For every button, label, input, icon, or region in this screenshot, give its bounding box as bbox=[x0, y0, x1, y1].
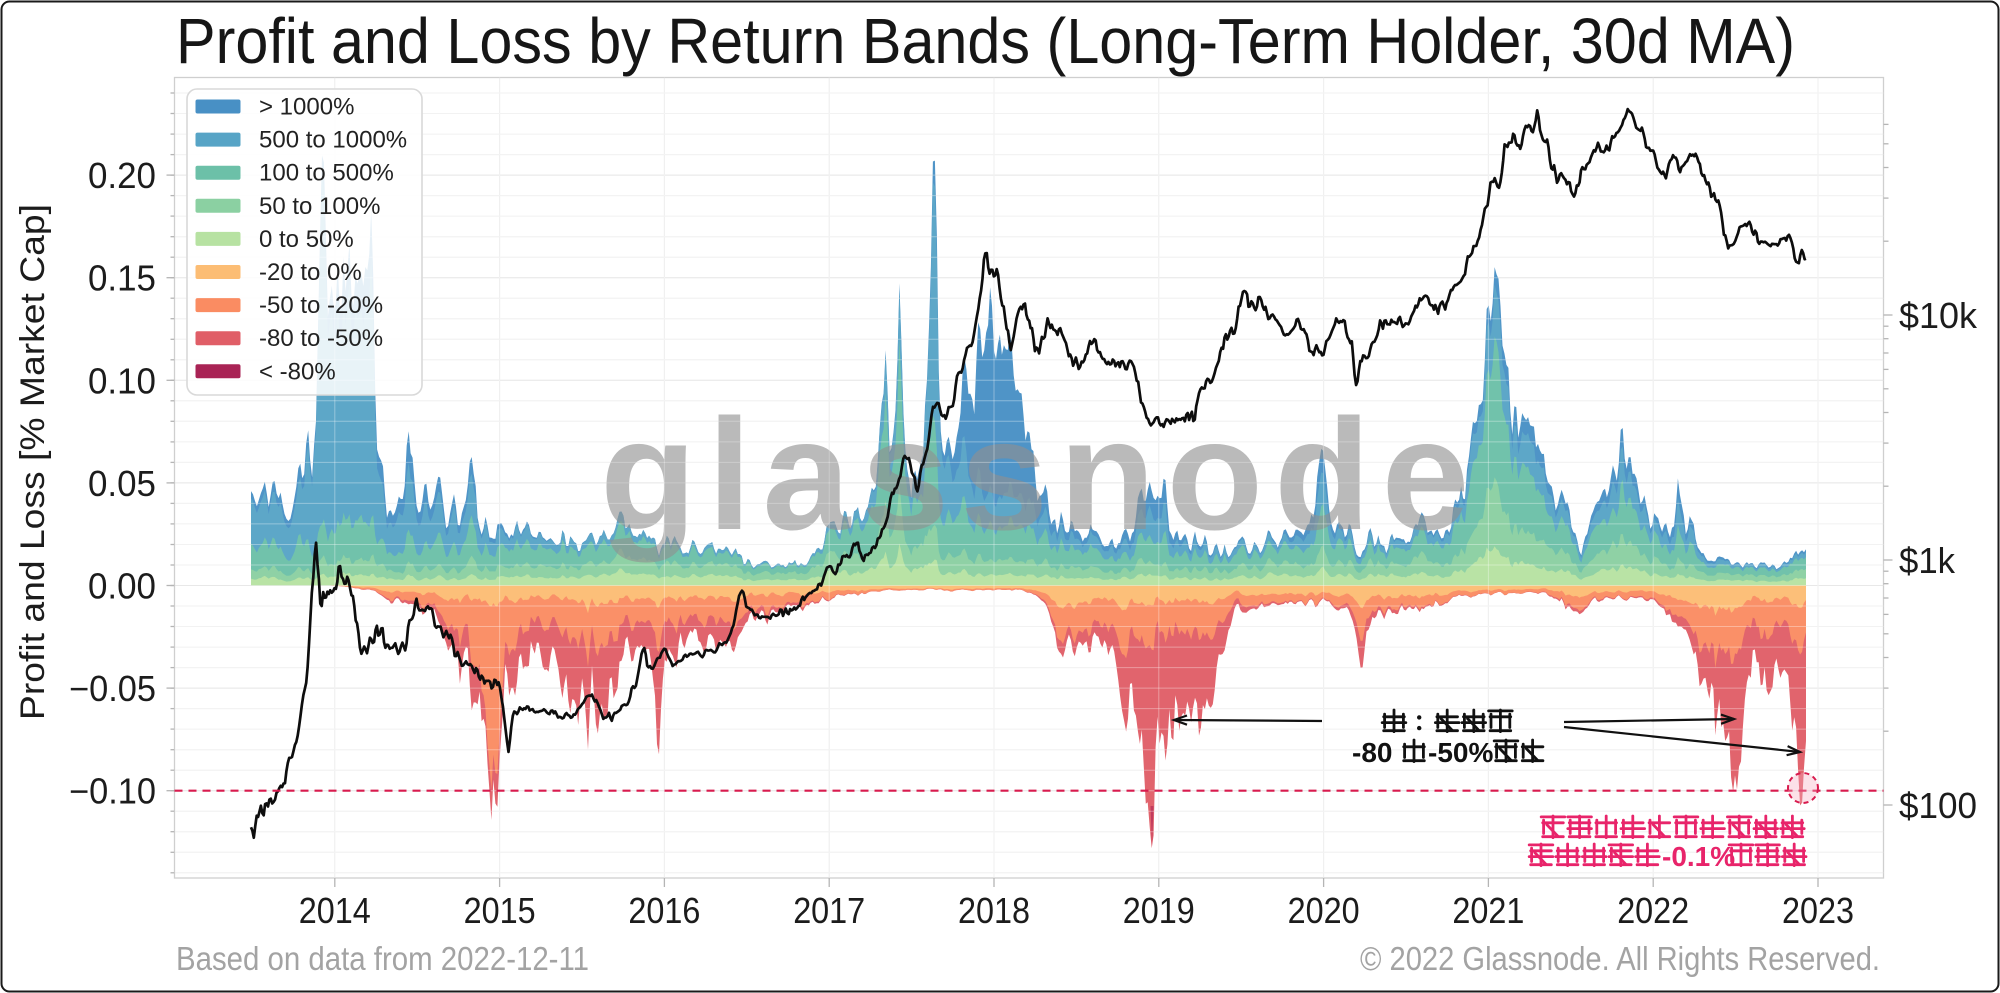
svg-text:50 to 100%: 50 to 100% bbox=[259, 193, 380, 220]
svg-text:2021: 2021 bbox=[1452, 890, 1524, 931]
svg-text:$100: $100 bbox=[1899, 785, 1977, 826]
svg-text:glassnode: glassnode bbox=[600, 387, 1480, 563]
svg-text:< -80%: < -80% bbox=[259, 358, 336, 385]
svg-text:2023: 2023 bbox=[1782, 890, 1854, 931]
svg-text:0.20: 0.20 bbox=[88, 155, 156, 196]
svg-text:100 to 500%: 100 to 500% bbox=[259, 160, 394, 187]
svg-text:Based on data from 2022-12-11: Based on data from 2022-12-11 bbox=[176, 940, 589, 977]
svg-text:-50%: -50% bbox=[1428, 737, 1493, 768]
svg-text:-20 to 0%: -20 to 0% bbox=[259, 259, 362, 286]
svg-text:-80: -80 bbox=[1352, 737, 1392, 768]
svg-text:500 to 1000%: 500 to 1000% bbox=[259, 127, 407, 154]
svg-text:2022: 2022 bbox=[1617, 890, 1689, 931]
svg-text:0.00: 0.00 bbox=[88, 566, 156, 607]
svg-text:$10k: $10k bbox=[1899, 295, 1978, 336]
svg-text:2019: 2019 bbox=[1123, 890, 1195, 931]
svg-text:-0.1%: -0.1% bbox=[1662, 841, 1735, 872]
svg-text:0.05: 0.05 bbox=[88, 463, 156, 504]
svg-text:2014: 2014 bbox=[299, 890, 371, 931]
svg-text:2015: 2015 bbox=[464, 890, 536, 931]
svg-text:-80 to -50%: -80 to -50% bbox=[259, 325, 383, 352]
svg-text:2018: 2018 bbox=[958, 890, 1030, 931]
svg-text:−0.05: −0.05 bbox=[69, 668, 156, 709]
svg-text:0.10: 0.10 bbox=[88, 360, 156, 401]
svg-text:0 to 50%: 0 to 50% bbox=[259, 226, 354, 253]
svg-text:0.15: 0.15 bbox=[88, 258, 156, 299]
svg-text:Profit and Loss [% Market Cap]: Profit and Loss [% Market Cap] bbox=[14, 204, 52, 720]
svg-text:2016: 2016 bbox=[628, 890, 700, 931]
svg-text:-50 to -20%: -50 to -20% bbox=[259, 292, 383, 319]
svg-text:© 2022 Glassnode. All Rights R: © 2022 Glassnode. All Rights Reserved. bbox=[1360, 940, 1880, 977]
svg-text:2017: 2017 bbox=[793, 890, 865, 931]
svg-text:Profit and Loss by Return Band: Profit and Loss by Return Bands (Long-Te… bbox=[176, 5, 1795, 77]
svg-text:$1k: $1k bbox=[1899, 540, 1956, 581]
svg-text:> 1000%: > 1000% bbox=[259, 94, 354, 121]
svg-text:2020: 2020 bbox=[1288, 890, 1360, 931]
svg-text:−0.10: −0.10 bbox=[69, 771, 156, 812]
